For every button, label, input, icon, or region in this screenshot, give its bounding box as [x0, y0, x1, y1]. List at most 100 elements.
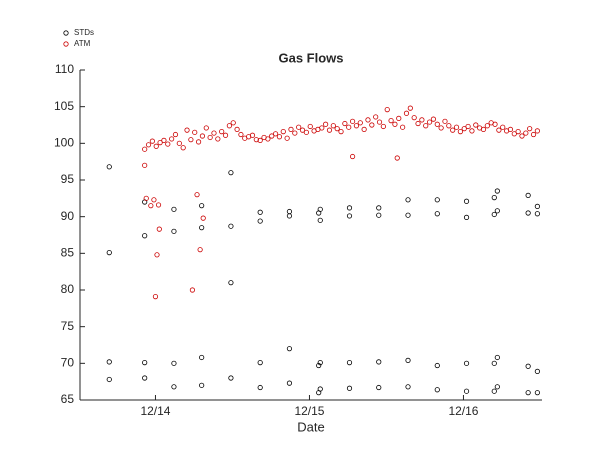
point — [199, 203, 205, 209]
point — [461, 126, 467, 132]
point — [434, 387, 440, 393]
point — [151, 197, 157, 203]
point — [491, 360, 497, 366]
point — [194, 192, 200, 198]
point — [142, 162, 148, 168]
point — [346, 359, 353, 366]
point — [200, 215, 206, 221]
point — [152, 293, 159, 300]
point — [491, 211, 497, 218]
point — [215, 136, 221, 142]
point — [434, 197, 440, 203]
point — [171, 384, 177, 390]
point — [342, 120, 348, 127]
point — [207, 134, 213, 141]
point — [534, 390, 540, 396]
point — [269, 133, 275, 139]
point — [296, 124, 302, 130]
point — [316, 210, 322, 216]
point — [171, 228, 177, 234]
point — [234, 126, 240, 132]
point — [380, 123, 386, 130]
point — [484, 123, 490, 129]
point — [388, 118, 394, 124]
y-tick-label: 110 — [55, 62, 74, 76]
point — [149, 138, 155, 144]
point — [346, 205, 353, 211]
point — [192, 129, 198, 135]
point — [323, 121, 329, 127]
point — [530, 131, 537, 138]
point — [334, 126, 340, 132]
point — [349, 153, 356, 160]
point — [515, 129, 521, 135]
point — [161, 137, 167, 143]
point — [199, 225, 205, 231]
point — [155, 202, 162, 208]
point — [403, 110, 410, 116]
point — [303, 129, 309, 135]
point — [106, 164, 112, 170]
point — [491, 195, 497, 201]
point — [253, 137, 259, 143]
point — [257, 218, 263, 224]
point — [463, 388, 470, 394]
point — [142, 233, 148, 239]
y-tick-label: 75 — [61, 319, 75, 333]
point — [317, 359, 323, 366]
point — [423, 123, 429, 129]
point — [463, 198, 470, 204]
point — [369, 122, 375, 128]
point — [405, 212, 411, 218]
point — [319, 125, 325, 131]
point — [494, 354, 500, 361]
point — [434, 362, 440, 369]
point — [376, 359, 382, 365]
point — [494, 208, 500, 214]
x-axis-label: Date — [297, 419, 324, 434]
point — [494, 188, 500, 194]
legend-marker — [63, 41, 69, 47]
point — [195, 139, 202, 145]
point — [392, 121, 398, 127]
point — [188, 137, 194, 143]
y-tick-label: 70 — [61, 356, 75, 370]
point — [272, 131, 279, 137]
point — [346, 124, 352, 130]
point — [153, 143, 159, 149]
point — [249, 132, 256, 138]
point — [525, 210, 531, 216]
point — [349, 118, 356, 124]
point — [156, 226, 162, 232]
point — [430, 116, 437, 122]
point — [534, 368, 540, 374]
point — [446, 123, 452, 129]
point — [169, 136, 175, 142]
point — [219, 129, 225, 135]
point — [376, 119, 383, 125]
point — [226, 123, 232, 129]
point — [106, 250, 112, 256]
point — [176, 140, 182, 146]
point — [154, 252, 160, 258]
point — [525, 192, 531, 198]
point — [292, 130, 298, 136]
point — [288, 126, 294, 132]
legend-marker — [63, 30, 69, 36]
point — [405, 197, 411, 203]
point — [171, 360, 177, 366]
point — [405, 357, 411, 363]
point — [394, 155, 400, 161]
point — [491, 388, 497, 394]
point — [469, 128, 475, 134]
point — [307, 123, 313, 130]
point — [326, 127, 333, 133]
point — [434, 211, 440, 217]
point — [257, 209, 263, 215]
point — [228, 280, 234, 286]
y-tick-label: 90 — [61, 209, 75, 223]
point — [257, 137, 263, 143]
point — [299, 127, 306, 133]
point — [442, 118, 448, 124]
